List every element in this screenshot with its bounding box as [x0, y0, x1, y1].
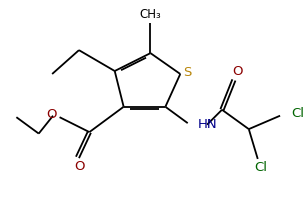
- Text: Cl: Cl: [291, 107, 304, 120]
- Text: CH₃: CH₃: [140, 9, 161, 22]
- Text: Cl: Cl: [254, 161, 267, 174]
- Text: O: O: [232, 65, 243, 78]
- Text: HN: HN: [197, 118, 217, 131]
- Text: S: S: [183, 66, 191, 79]
- Text: O: O: [46, 108, 56, 121]
- Text: O: O: [75, 160, 85, 173]
